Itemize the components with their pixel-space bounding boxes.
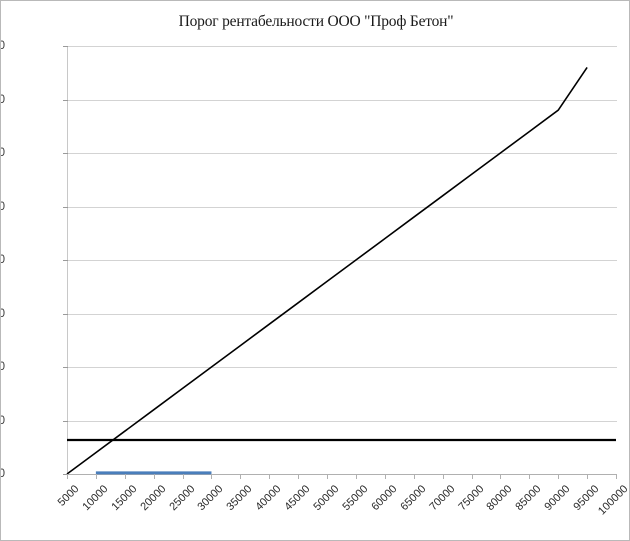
x-tick-mark: [355, 474, 357, 479]
y-tick-label: 7000000: [1, 94, 5, 106]
y-tick-label: 4000000: [1, 254, 5, 266]
x-tick-mark: [413, 474, 415, 479]
series-line: [66, 66, 588, 475]
x-tick-mark: [67, 474, 68, 479]
y-gridline: [68, 99, 617, 101]
x-tick-mark: [558, 474, 560, 479]
y-gridline: [68, 420, 617, 422]
y-gridline: [68, 313, 617, 315]
x-tick-mark: [616, 474, 617, 479]
x-tick-mark: [182, 474, 184, 479]
x-tick-mark: [298, 474, 300, 479]
y-gridline: [68, 367, 617, 368]
y-tick-mark: [63, 46, 68, 47]
x-tick-mark: [153, 474, 155, 479]
y-tick-mark: [63, 313, 68, 315]
y-tick-mark: [63, 153, 68, 154]
x-tick-mark: [124, 474, 126, 479]
y-gridline: [68, 206, 617, 208]
x-tick-mark: [240, 474, 242, 479]
y-gridline: [68, 46, 617, 47]
y-tick-mark: [63, 99, 68, 101]
x-tick-mark: [442, 474, 444, 479]
y-tick-label: 6000000: [1, 147, 5, 159]
x-tick-mark: [384, 474, 386, 479]
y-gridline: [68, 260, 617, 261]
chart-title: Порог рентабельности ООО "Проф Бетон": [178, 13, 454, 30]
y-tick-label: 0: [1, 468, 5, 480]
x-tick-mark: [327, 474, 329, 479]
y-tick-label: 2000000: [1, 361, 5, 373]
x-axis-line: [67, 474, 616, 475]
x-tick-mark: [269, 474, 271, 479]
x-tick-mark: [211, 474, 213, 479]
y-gridline: [68, 153, 617, 154]
y-tick-mark: [63, 206, 68, 208]
y-tick-label: 1000000: [1, 415, 5, 427]
x-tick-mark: [587, 474, 589, 479]
y-tick-mark: [63, 367, 68, 368]
y-tick-mark: [63, 260, 68, 261]
y-tick-label: 8000000: [1, 40, 5, 52]
y-tick-label: 3000000: [1, 308, 5, 320]
y-tick-label: 5000000: [1, 201, 5, 213]
x-tick-mark: [471, 474, 473, 479]
x-tick-mark: [529, 474, 531, 479]
x-tick-mark: [95, 474, 97, 479]
x-tick-mark: [500, 474, 502, 479]
y-tick-mark: [63, 474, 68, 475]
y-tick-mark: [63, 420, 68, 422]
